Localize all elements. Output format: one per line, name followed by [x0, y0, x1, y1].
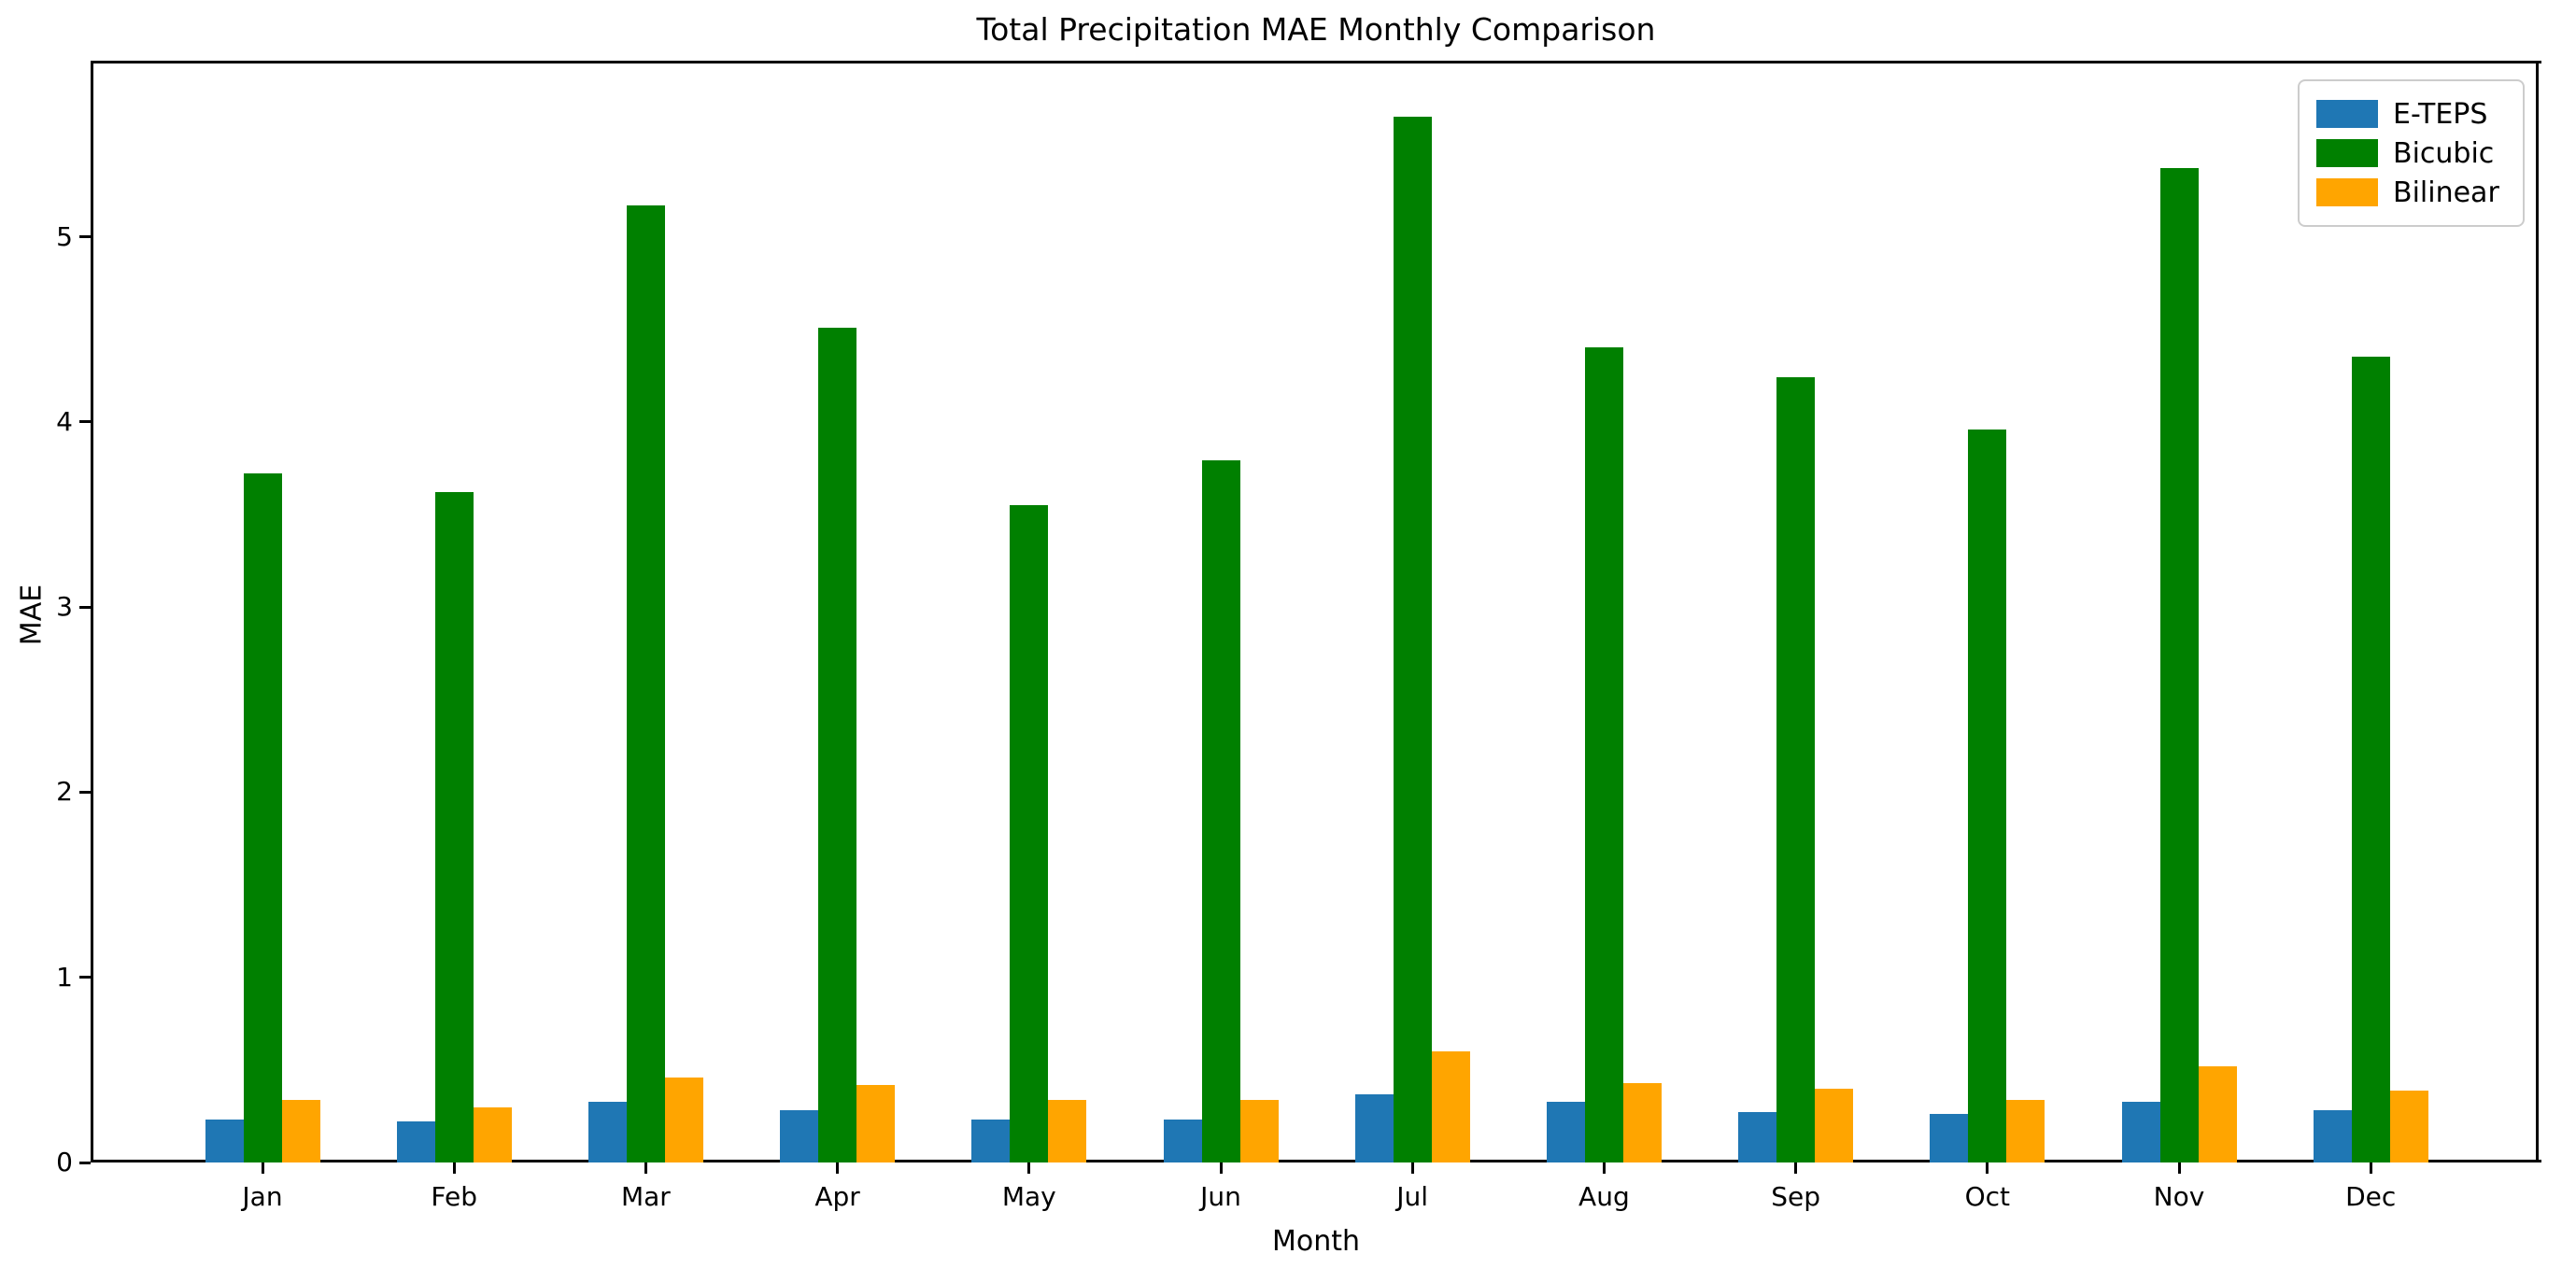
bar-bilinear-aug	[1622, 1082, 1662, 1162]
x-tick-label-oct: Oct	[1964, 1181, 2010, 1212]
bar-e-teps-jul	[1354, 1093, 1394, 1162]
bar-bilinear-jun	[1239, 1099, 1279, 1162]
bar-e-teps-aug	[1546, 1101, 1585, 1162]
x-tick-label-aug: Aug	[1578, 1181, 1630, 1212]
legend-label-e-teps: E-TEPS	[2393, 97, 2488, 131]
bar-bicubic-mar	[626, 204, 665, 1162]
bar-bicubic-aug	[1584, 347, 1623, 1162]
bar-bilinear-feb	[473, 1106, 512, 1162]
chart-title: Total Precipitation MAE Monthly Comparis…	[976, 11, 1656, 48]
x-tick-label-jun: Jun	[1200, 1181, 1241, 1212]
legend: E-TEPS Bicubic Bilinear	[2298, 79, 2525, 227]
bar-bilinear-jan	[281, 1099, 320, 1162]
x-tick-mark-oct	[1986, 1162, 1989, 1174]
x-tick-mark-aug	[1602, 1162, 1606, 1174]
bar-bilinear-mar	[664, 1077, 703, 1162]
right-spine	[2536, 61, 2539, 1162]
legend-entry-bicubic: Bicubic	[2316, 134, 2506, 173]
bar-bicubic-jul	[1393, 116, 1432, 1162]
bar-e-teps-oct	[1930, 1114, 1969, 1162]
y-tick-mark-3	[79, 605, 91, 609]
x-tick-label-mar: Mar	[620, 1181, 671, 1212]
bar-bilinear-dec	[2389, 1090, 2428, 1162]
bar-bicubic-apr	[818, 327, 857, 1162]
bar-e-teps-mar	[587, 1101, 627, 1162]
x-tick-label-nov: Nov	[2153, 1181, 2205, 1212]
x-tick-label-jan: Jan	[242, 1181, 283, 1212]
bar-bicubic-oct	[1968, 429, 2007, 1162]
legend-label-bicubic: Bicubic	[2393, 136, 2495, 170]
bar-e-teps-feb	[396, 1121, 435, 1162]
x-tick-mark-jan	[261, 1162, 264, 1174]
x-axis-label: Month	[1271, 1225, 1361, 1258]
bar-e-teps-jun	[1163, 1120, 1202, 1162]
bar-bilinear-jul	[1431, 1051, 1470, 1162]
y-tick-label-0: 0	[56, 1147, 73, 1177]
y-tick-label-4: 4	[56, 405, 73, 437]
y-tick-mark-5	[79, 235, 91, 238]
x-tick-mark-apr	[836, 1162, 840, 1174]
legend-swatch-bicubic	[2316, 139, 2378, 167]
top-spine	[91, 61, 2541, 63]
legend-label-bilinear: Bilinear	[2393, 176, 2499, 209]
legend-swatch-e-teps	[2316, 100, 2378, 128]
bar-e-teps-nov	[2121, 1101, 2160, 1162]
bar-bicubic-jun	[1201, 460, 1240, 1162]
x-tick-mark-jul	[1410, 1162, 1414, 1174]
plot-area: Jan Feb Mar Apr May Jun Jul Aug Sep Oct Nov Dec 0 1 2…	[56, 61, 2541, 1211]
x-tick-label-jul: Jul	[1396, 1181, 1429, 1212]
bar-bicubic-feb	[434, 492, 474, 1162]
bar-bilinear-oct	[2006, 1099, 2045, 1162]
x-tick-mark-sep	[1794, 1162, 1798, 1174]
x-tick-label-may: May	[1001, 1181, 1056, 1212]
x-tick-mark-dec	[2369, 1162, 2372, 1174]
x-tick-label-feb: Feb	[431, 1181, 477, 1212]
x-tick-label-apr: Apr	[814, 1181, 860, 1212]
bar-bilinear-nov	[2198, 1065, 2237, 1162]
x-tick-mark-mar	[644, 1162, 647, 1174]
bar-bilinear-apr	[856, 1084, 896, 1162]
x-tick-mark-jun	[1219, 1162, 1223, 1174]
bar-bilinear-sep	[1815, 1088, 1854, 1162]
x-tick-label-dec: Dec	[2345, 1181, 2397, 1212]
bar-e-teps-dec	[2313, 1110, 2352, 1162]
x-tick-label-sep: Sep	[1771, 1181, 1820, 1212]
y-tick-label-1: 1	[56, 961, 73, 993]
y-tick-label-3: 3	[56, 591, 73, 623]
y-tick-mark-4	[79, 420, 91, 424]
y-tick-mark-0	[79, 1161, 91, 1164]
legend-entry-e-teps: E-TEPS	[2316, 94, 2506, 134]
bar-bicubic-may	[1010, 505, 1049, 1162]
legend-entry-bilinear: Bilinear	[2316, 173, 2506, 212]
bar-e-teps-apr	[780, 1110, 819, 1162]
y-tick-label-5: 5	[56, 220, 73, 252]
y-tick-mark-1	[79, 976, 91, 979]
bar-e-teps-sep	[1738, 1112, 1777, 1162]
x-tick-mark-feb	[452, 1162, 456, 1174]
bar-e-teps-may	[971, 1120, 1011, 1162]
y-tick-mark-2	[79, 790, 91, 794]
left-spine	[91, 61, 93, 1162]
legend-swatch-bilinear	[2316, 178, 2378, 206]
x-tick-mark-nov	[2177, 1162, 2181, 1174]
bar-bicubic-jan	[243, 473, 282, 1162]
x-axis-line	[91, 1160, 2541, 1162]
y-axis-label: MAE	[15, 584, 49, 646]
bar-bicubic-sep	[1776, 377, 1816, 1162]
x-tick-mark-may	[1027, 1162, 1031, 1174]
y-tick-label-2: 2	[56, 776, 73, 808]
bar-bilinear-may	[1048, 1099, 1087, 1162]
bar-bicubic-dec	[2351, 357, 2390, 1162]
bar-bicubic-nov	[2159, 168, 2199, 1162]
bar-e-teps-jan	[205, 1120, 244, 1162]
